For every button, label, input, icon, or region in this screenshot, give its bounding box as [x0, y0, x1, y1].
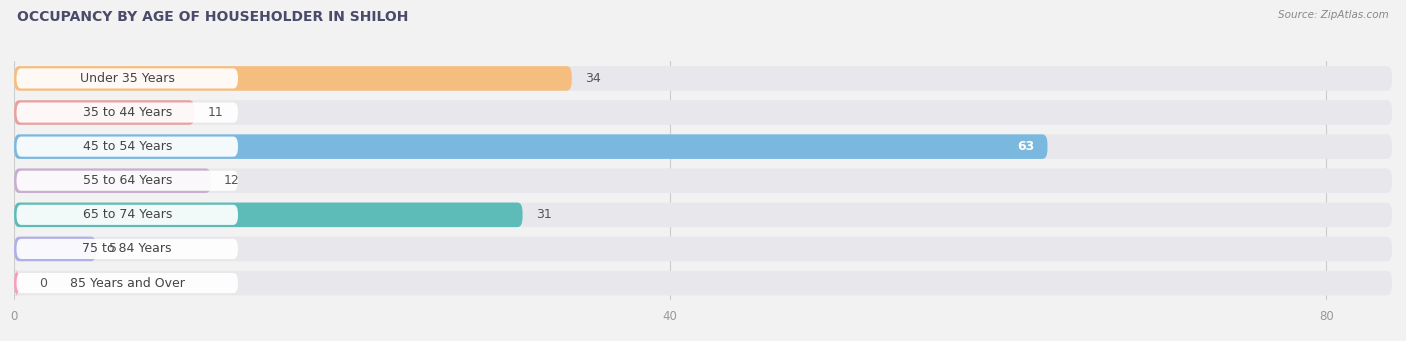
FancyBboxPatch shape: [14, 100, 194, 125]
Text: OCCUPANCY BY AGE OF HOUSEHOLDER IN SHILOH: OCCUPANCY BY AGE OF HOUSEHOLDER IN SHILO…: [17, 10, 408, 24]
FancyBboxPatch shape: [17, 239, 238, 259]
Text: 85 Years and Over: 85 Years and Over: [70, 277, 184, 290]
FancyBboxPatch shape: [14, 203, 523, 227]
Text: 0: 0: [39, 277, 46, 290]
Text: 75 to 84 Years: 75 to 84 Years: [83, 242, 172, 255]
Text: 12: 12: [224, 174, 240, 187]
FancyBboxPatch shape: [17, 102, 238, 123]
FancyBboxPatch shape: [14, 271, 1392, 295]
FancyBboxPatch shape: [14, 237, 96, 261]
FancyBboxPatch shape: [17, 170, 238, 191]
FancyBboxPatch shape: [14, 134, 1047, 159]
FancyBboxPatch shape: [17, 136, 238, 157]
Text: Under 35 Years: Under 35 Years: [80, 72, 174, 85]
Text: 65 to 74 Years: 65 to 74 Years: [83, 208, 172, 221]
FancyBboxPatch shape: [17, 273, 238, 293]
FancyBboxPatch shape: [14, 168, 1392, 193]
Text: 5: 5: [110, 242, 117, 255]
FancyBboxPatch shape: [14, 203, 1392, 227]
Text: 55 to 64 Years: 55 to 64 Years: [83, 174, 172, 187]
Text: 45 to 54 Years: 45 to 54 Years: [83, 140, 172, 153]
FancyBboxPatch shape: [14, 168, 211, 193]
Text: 63: 63: [1017, 140, 1035, 153]
FancyBboxPatch shape: [14, 100, 1392, 125]
FancyBboxPatch shape: [14, 237, 1392, 261]
Text: 34: 34: [585, 72, 600, 85]
FancyBboxPatch shape: [14, 134, 1392, 159]
FancyBboxPatch shape: [17, 205, 238, 225]
Text: Source: ZipAtlas.com: Source: ZipAtlas.com: [1278, 10, 1389, 20]
FancyBboxPatch shape: [14, 66, 572, 91]
Text: 35 to 44 Years: 35 to 44 Years: [83, 106, 172, 119]
Text: 31: 31: [536, 208, 551, 221]
FancyBboxPatch shape: [14, 66, 1392, 91]
FancyBboxPatch shape: [17, 68, 238, 89]
Text: 11: 11: [208, 106, 224, 119]
FancyBboxPatch shape: [14, 271, 20, 295]
